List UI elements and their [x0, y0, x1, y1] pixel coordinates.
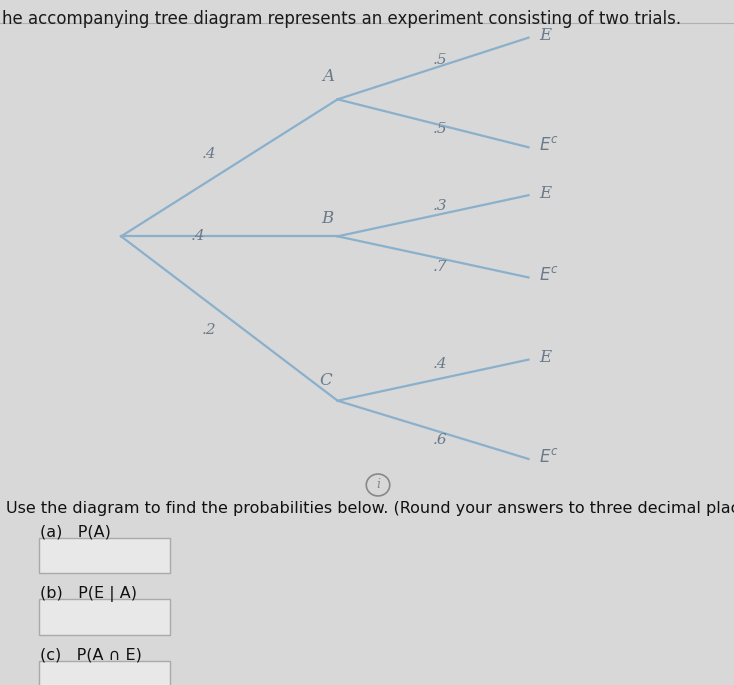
Text: $E^c$: $E^c$: [539, 136, 559, 154]
Text: .4: .4: [191, 229, 206, 243]
Text: .6: .6: [433, 433, 448, 447]
Text: he accompanying tree diagram represents an experiment consisting of two trials.: he accompanying tree diagram represents …: [2, 10, 681, 28]
Text: .3: .3: [433, 199, 448, 212]
Text: Use the diagram to find the probabilities below. (Round your answers to three de: Use the diagram to find the probabilitie…: [6, 501, 734, 516]
Text: E: E: [539, 27, 552, 44]
Text: B: B: [321, 210, 334, 227]
Text: E: E: [539, 349, 552, 366]
Text: .4: .4: [433, 358, 448, 371]
FancyBboxPatch shape: [39, 538, 170, 573]
Text: (b)   P(E | A): (b) P(E | A): [40, 586, 137, 601]
Text: A: A: [322, 68, 334, 85]
Text: (c)   P(A ∩ E): (c) P(A ∩ E): [40, 647, 142, 662]
Text: $E^c$: $E^c$: [539, 448, 559, 466]
Text: .4: .4: [202, 147, 217, 161]
Text: .5: .5: [433, 53, 448, 67]
Text: .2: .2: [202, 323, 217, 337]
Text: (a)   P(A): (a) P(A): [40, 524, 112, 539]
Text: i: i: [376, 479, 380, 491]
Text: .7: .7: [433, 260, 448, 274]
Text: .5: .5: [433, 122, 448, 136]
FancyBboxPatch shape: [39, 599, 170, 635]
Text: $E^c$: $E^c$: [539, 266, 559, 284]
Text: E: E: [539, 185, 552, 201]
Text: C: C: [319, 372, 332, 389]
FancyBboxPatch shape: [39, 661, 170, 685]
